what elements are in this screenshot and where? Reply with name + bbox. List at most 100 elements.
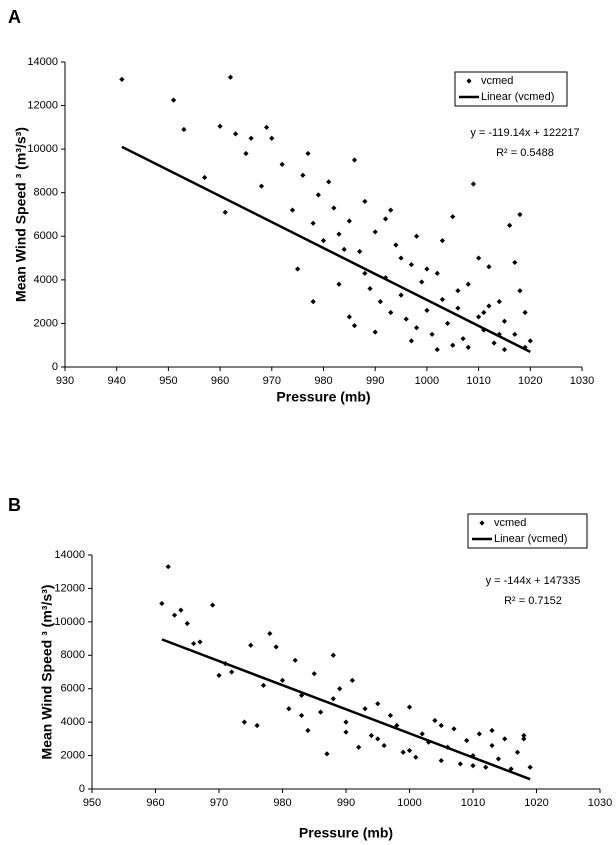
point — [521, 736, 527, 742]
point — [388, 309, 394, 316]
point — [476, 255, 482, 261]
point — [269, 135, 275, 141]
point — [170, 97, 177, 103]
point — [465, 281, 471, 287]
legend-marker — [466, 78, 472, 84]
point — [455, 305, 461, 311]
legend-label: Linear (vcmed) — [494, 533, 567, 545]
point — [429, 331, 435, 337]
point — [351, 323, 358, 329]
point — [326, 179, 332, 185]
point — [375, 736, 381, 742]
point — [438, 722, 444, 729]
x-tick-label: 1000 — [415, 375, 439, 387]
point — [330, 652, 336, 658]
point — [470, 763, 476, 769]
point — [413, 233, 420, 239]
legend-label: vcmed — [494, 517, 526, 529]
y-tick-label: 14000 — [27, 56, 58, 68]
point — [368, 732, 374, 739]
y-tick-label: 4000 — [34, 274, 58, 286]
point — [346, 218, 352, 224]
y-tick-label: 8000 — [61, 649, 85, 661]
x-tick-label: 930 — [56, 375, 74, 387]
point — [351, 157, 358, 163]
point — [243, 150, 249, 157]
point — [408, 262, 414, 268]
point — [444, 320, 451, 327]
y-axis-title: Mean Wind Speed ³ (m³/s³) — [13, 127, 29, 302]
point — [165, 564, 171, 570]
point — [413, 325, 420, 331]
point — [455, 288, 461, 294]
point — [210, 602, 216, 608]
point — [336, 231, 342, 237]
point — [372, 329, 378, 335]
point — [508, 766, 514, 772]
x-tick-label: 970 — [263, 375, 281, 387]
point — [398, 255, 404, 261]
point — [191, 640, 197, 647]
point — [315, 192, 321, 198]
point — [393, 242, 399, 248]
point — [375, 701, 381, 707]
point — [388, 207, 394, 213]
point — [522, 344, 528, 350]
x-tick-label: 1020 — [518, 375, 542, 387]
y-tick-label: 10000 — [27, 143, 58, 155]
point — [502, 736, 508, 742]
point — [119, 76, 125, 83]
point — [451, 726, 457, 732]
point — [406, 704, 413, 710]
y-tick-label: 6000 — [61, 683, 85, 695]
y-tick-label: 4000 — [61, 716, 85, 728]
equation-label: y = -144x + 147335 — [486, 575, 581, 587]
point — [216, 672, 222, 678]
point — [438, 757, 444, 764]
point — [387, 712, 394, 719]
x-tick-label: 940 — [108, 375, 126, 387]
point — [341, 246, 347, 252]
y-tick-label: 10000 — [54, 616, 85, 628]
point — [425, 739, 432, 745]
point — [159, 600, 165, 607]
point — [382, 216, 389, 222]
panel-label: B — [8, 495, 21, 515]
point — [362, 198, 368, 205]
point — [464, 737, 470, 744]
point — [298, 692, 305, 698]
point — [419, 731, 425, 737]
point — [217, 123, 223, 129]
point — [424, 266, 430, 272]
legend-marker — [479, 520, 485, 526]
point — [514, 749, 521, 755]
point — [521, 732, 527, 739]
equation-label: R² = 0.5488 — [496, 147, 554, 159]
x-tick-label: 960 — [146, 797, 164, 809]
x-tick-label: 1010 — [466, 375, 490, 387]
point — [489, 727, 495, 734]
x-tick-label: 980 — [314, 375, 332, 387]
point — [267, 630, 273, 637]
point — [450, 342, 456, 348]
point — [279, 677, 286, 683]
point — [496, 299, 502, 305]
point — [258, 183, 265, 189]
x-tick-label: 1030 — [570, 375, 594, 387]
point — [424, 307, 430, 313]
point — [357, 248, 363, 255]
y-tick-label: 0 — [79, 783, 85, 795]
x-tick-label: 990 — [366, 375, 384, 387]
point — [486, 264, 492, 270]
point — [460, 336, 466, 342]
x-tick-label: 1030 — [588, 797, 612, 809]
point — [398, 292, 404, 298]
point — [491, 340, 497, 346]
point — [227, 74, 234, 80]
legend-label: Linear (vcmed) — [481, 91, 554, 103]
point — [496, 331, 502, 337]
equation-label: R² = 0.7152 — [504, 595, 562, 607]
point — [330, 696, 336, 702]
point — [512, 331, 518, 337]
point — [310, 220, 316, 226]
